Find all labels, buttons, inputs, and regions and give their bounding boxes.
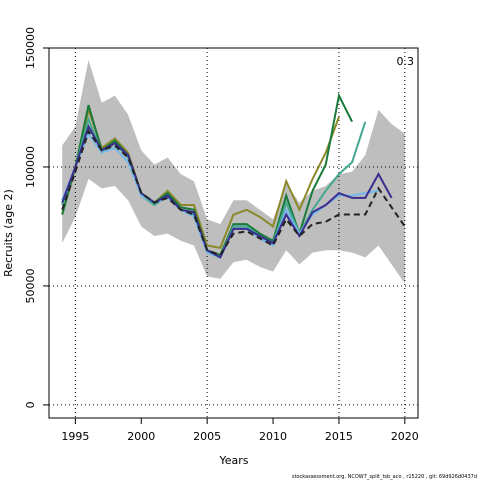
x-tick-label: 1995 — [61, 430, 89, 443]
plot-frame — [48, 47, 419, 419]
x-tick-label: 2005 — [193, 430, 221, 443]
x-tick-label: 2020 — [391, 430, 419, 443]
annotation: 0.3 — [397, 55, 415, 68]
y-tick-label: 100000 — [24, 146, 37, 188]
footer: stockassessment.org, NCOW7_split_tsb_aco… — [292, 474, 477, 480]
y-tick-label: 150000 — [24, 27, 37, 69]
confidence-band — [62, 59, 405, 284]
y-tick-label: 0 — [24, 401, 37, 408]
x-tick-label: 2000 — [127, 430, 155, 443]
series-line — [61, 106, 340, 250]
x-tick-label: 2015 — [325, 430, 353, 443]
series-line — [61, 129, 406, 257]
y-axis-label: Recruits (age 2) — [2, 189, 15, 277]
x-tick-label: 2010 — [259, 430, 287, 443]
y-tick-label: 50000 — [24, 268, 37, 303]
x-axis-label: Years — [218, 454, 248, 467]
